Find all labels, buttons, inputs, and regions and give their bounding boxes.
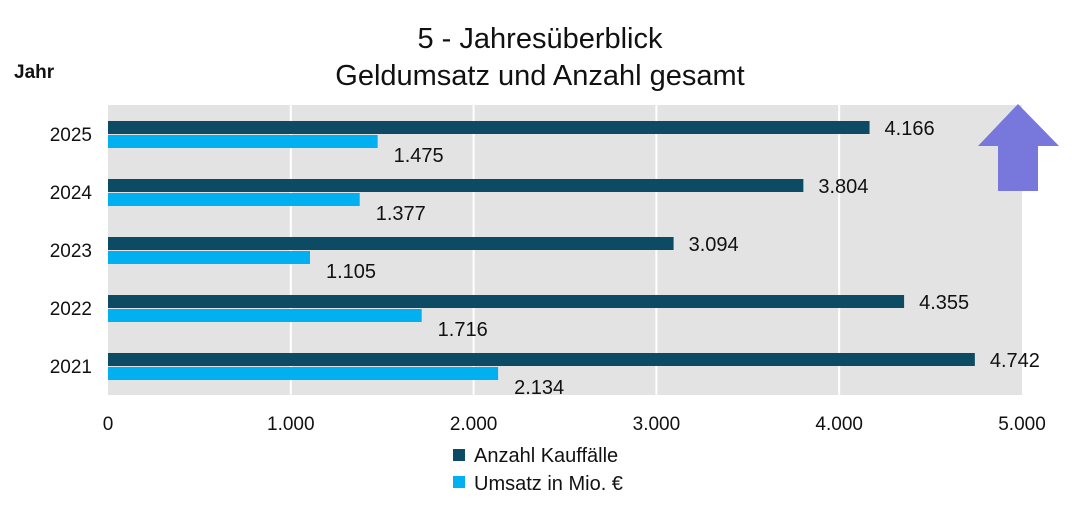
data-label: 3.094 <box>689 234 739 256</box>
bar-anzahl <box>108 179 804 192</box>
y-tick-label: 2022 <box>50 299 92 320</box>
y-tick-label: 2021 <box>50 357 92 378</box>
legend-swatch-umsatz <box>453 476 465 488</box>
data-label: 4.355 <box>919 292 969 314</box>
bar-anzahl <box>108 121 870 134</box>
data-label: 3.804 <box>818 176 868 198</box>
bar-umsatz <box>108 193 360 206</box>
legend: Anzahl Kauffälle Umsatz in Mio. € <box>453 445 623 495</box>
y-tick-label: 2025 <box>50 125 92 146</box>
bar-umsatz <box>108 135 378 148</box>
data-label: 1.716 <box>438 319 488 341</box>
y-tick-label: 2023 <box>50 241 92 262</box>
legend-label-anzahl: Anzahl Kauffälle <box>474 445 618 467</box>
data-label: 2.134 <box>514 377 564 399</box>
data-label: 1.377 <box>376 203 426 225</box>
legend-swatch-anzahl <box>453 449 465 461</box>
bar-umsatz <box>108 309 422 322</box>
bar-anzahl <box>108 237 674 250</box>
y-tick-label: 2024 <box>50 183 93 204</box>
legend-label-umsatz: Umsatz in Mio. € <box>474 473 623 495</box>
bar-umsatz <box>108 367 499 380</box>
up-arrow-icon <box>978 104 1059 191</box>
x-tick-label: 1.000 <box>267 414 315 435</box>
x-tick-label: 4.000 <box>815 414 863 435</box>
data-label: 4.742 <box>990 350 1040 372</box>
x-tick-label: 0 <box>103 414 114 435</box>
x-tick-label: 3.000 <box>633 414 681 435</box>
chart-subtitle: Geldumsatz und Anzahl gesamt <box>335 60 744 92</box>
data-label: 1.475 <box>394 145 444 167</box>
x-tick-label: 5.000 <box>998 414 1046 435</box>
bar-umsatz <box>108 251 310 264</box>
bar-anzahl <box>108 295 905 308</box>
data-label: 1.105 <box>326 261 376 283</box>
bar-anzahl <box>108 353 975 366</box>
y-axis-label: Jahr <box>14 62 55 83</box>
x-tick-label: 2.000 <box>450 414 498 435</box>
chart-title: 5 - Jahresüberblick <box>418 23 663 55</box>
data-label: 4.166 <box>885 118 935 140</box>
